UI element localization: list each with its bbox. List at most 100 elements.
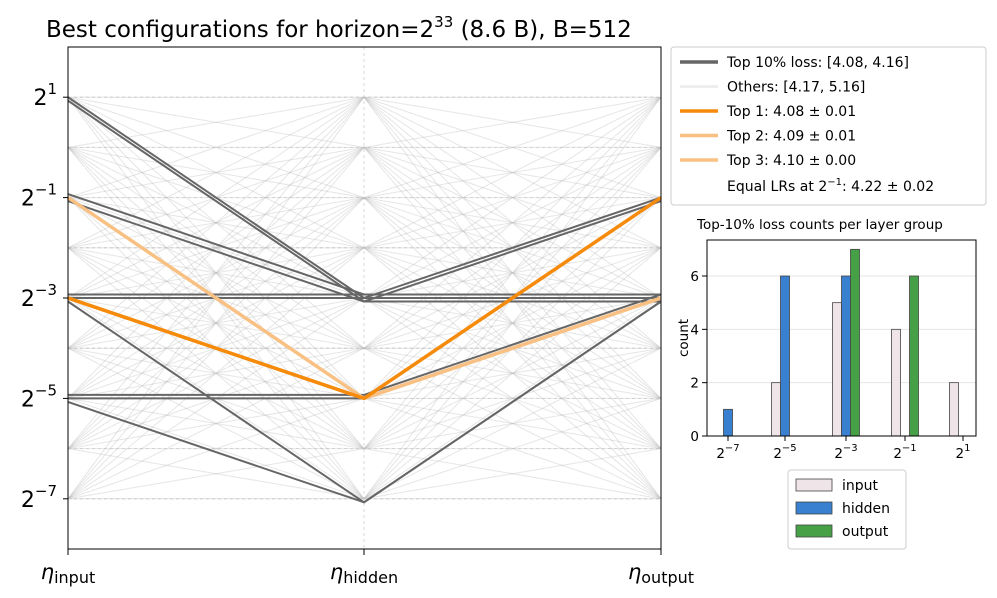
- others-line: [67, 146, 662, 500]
- others-line: [67, 347, 662, 450]
- others-line: [67, 147, 662, 450]
- others-line: [67, 96, 662, 349]
- others-line: [67, 146, 661, 349]
- others-line: [67, 96, 662, 450]
- others-line: [67, 448, 662, 500]
- others-line: [68, 247, 662, 349]
- others-line: [67, 146, 662, 249]
- others-line: [68, 347, 662, 500]
- bar-chart-title: Top-10% loss counts per layer group: [696, 217, 943, 233]
- others-line: [67, 146, 661, 349]
- others-line: [67, 96, 661, 299]
- others-line: [67, 146, 662, 500]
- others-line: [68, 146, 662, 500]
- others-line: [67, 247, 662, 500]
- others-line: [67, 247, 662, 500]
- others-line: [67, 247, 662, 399]
- others-line: [68, 146, 662, 399]
- others-line: [67, 347, 661, 399]
- others-line: [67, 146, 662, 449]
- others-line: [67, 96, 662, 249]
- others-line: [67, 146, 662, 199]
- others-line: [67, 96, 662, 199]
- others-line: [67, 197, 662, 349]
- others-line: [67, 297, 661, 450]
- others-line: [67, 347, 661, 450]
- others-line: [67, 146, 662, 249]
- others-line: [67, 397, 662, 500]
- others-line: [67, 146, 662, 500]
- bar-output: [909, 275, 919, 437]
- others-line: [68, 197, 662, 349]
- others-line: [67, 247, 662, 500]
- others-line: [67, 146, 662, 500]
- others-line: [67, 197, 662, 349]
- others-line: [67, 96, 662, 249]
- legend-equal-lrs: Equal LRs at 2−1: 4.22 ± 0.02: [727, 177, 934, 195]
- others-line: [67, 146, 662, 349]
- others-line: [67, 96, 662, 148]
- others-line: [67, 247, 662, 450]
- others-line: [67, 96, 662, 349]
- others-line: [67, 96, 662, 249]
- others-line: [67, 96, 662, 349]
- others-line: [67, 96, 662, 450]
- others-line: [67, 146, 662, 399]
- bar-y-tick-label: 6: [690, 269, 699, 285]
- others-line: [67, 297, 662, 500]
- others-line: [67, 146, 662, 349]
- others-line: [67, 197, 662, 500]
- others-line: [68, 146, 662, 199]
- others-line: [67, 146, 662, 349]
- others-line: [67, 247, 661, 399]
- others-line: [67, 96, 662, 299]
- others-line: [67, 96, 662, 500]
- others-line: [67, 146, 662, 349]
- others-line: [67, 147, 662, 450]
- others-line: [67, 96, 662, 399]
- others-line: [67, 96, 662, 500]
- others-line: [67, 347, 662, 450]
- others-line: [68, 146, 662, 249]
- others-line: [67, 96, 662, 349]
- others-line: [67, 96, 662, 500]
- others-line: [67, 146, 662, 299]
- others-line: [67, 96, 662, 349]
- others-line: [67, 197, 662, 450]
- others-line: [67, 397, 662, 500]
- others-line: [67, 146, 662, 449]
- others-line: [67, 347, 662, 500]
- others-line: [67, 247, 662, 399]
- others-line: [67, 96, 662, 500]
- others-line: [67, 96, 662, 399]
- others-line: [67, 197, 662, 450]
- others-line: [67, 96, 662, 450]
- bar-hidden: [841, 275, 851, 437]
- others-line: [67, 96, 662, 299]
- others-line: [68, 96, 662, 349]
- others-line: [67, 197, 662, 450]
- others-line: [68, 146, 662, 249]
- others-line: [67, 146, 662, 349]
- others-line: [68, 96, 662, 500]
- top10-line: [67, 193, 661, 296]
- others-line: [67, 247, 662, 450]
- others-line: [67, 197, 662, 500]
- others-line: [68, 448, 662, 500]
- others-line: [67, 448, 661, 500]
- others-line: [67, 197, 662, 399]
- others-line: [67, 146, 661, 449]
- others-line: [67, 96, 661, 249]
- others-line: [67, 96, 662, 249]
- others-line: [68, 96, 662, 249]
- others-line: [67, 146, 662, 349]
- others-line: [67, 297, 662, 500]
- others-line: [67, 247, 661, 349]
- others-line: [67, 96, 662, 399]
- others-line: [67, 197, 662, 299]
- others-line: [67, 297, 662, 500]
- others-line: [68, 347, 662, 450]
- others-line: [67, 146, 662, 399]
- others-line: [67, 197, 661, 449]
- others-line: [67, 146, 662, 349]
